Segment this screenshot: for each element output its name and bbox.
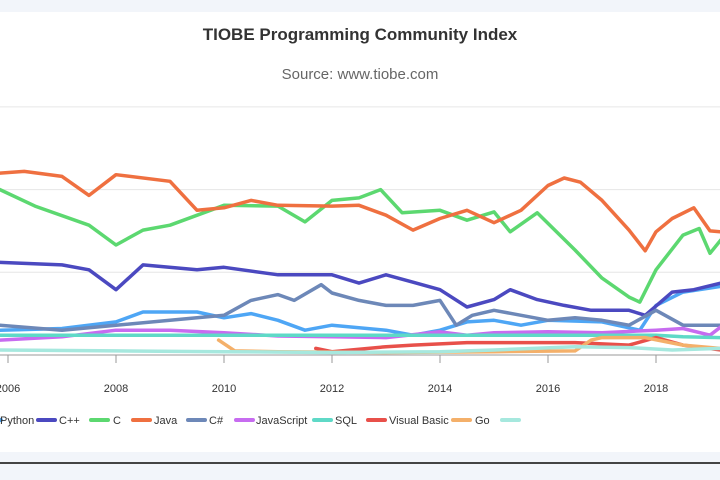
x-tick-label: 2016 [536, 383, 560, 395]
chart-subtitle: Source: www.tiobe.com [281, 66, 439, 83]
series-line [0, 344, 720, 355]
legend-label: C++ [59, 415, 80, 427]
x-tick-label: 2010 [212, 383, 236, 395]
legend-label: C# [209, 415, 224, 427]
x-tick-label: 2006 [0, 383, 20, 395]
series-line [0, 282, 720, 332]
legend-label: Python [0, 415, 34, 427]
x-tick-label: 2014 [428, 383, 452, 395]
divider [0, 462, 720, 464]
x-tick-label: 2012 [320, 383, 344, 395]
legend-label: JavaScript [256, 415, 307, 427]
legend-label: Visual Basic [389, 415, 449, 427]
series-line [0, 169, 720, 253]
series-line [0, 260, 720, 318]
x-tick-label: 2008 [104, 383, 128, 395]
x-tick-label: 2018 [644, 383, 668, 395]
chart-title: TIOBE Programming Community Index [202, 25, 518, 44]
legend-label: SQL [335, 415, 357, 427]
series-line [0, 325, 720, 342]
series-line [0, 187, 720, 304]
legend-label: Java [154, 415, 178, 427]
legend-label: Go [475, 415, 490, 427]
chart-card [0, 12, 720, 452]
series-line [0, 333, 720, 340]
legend-label: C [113, 415, 121, 427]
